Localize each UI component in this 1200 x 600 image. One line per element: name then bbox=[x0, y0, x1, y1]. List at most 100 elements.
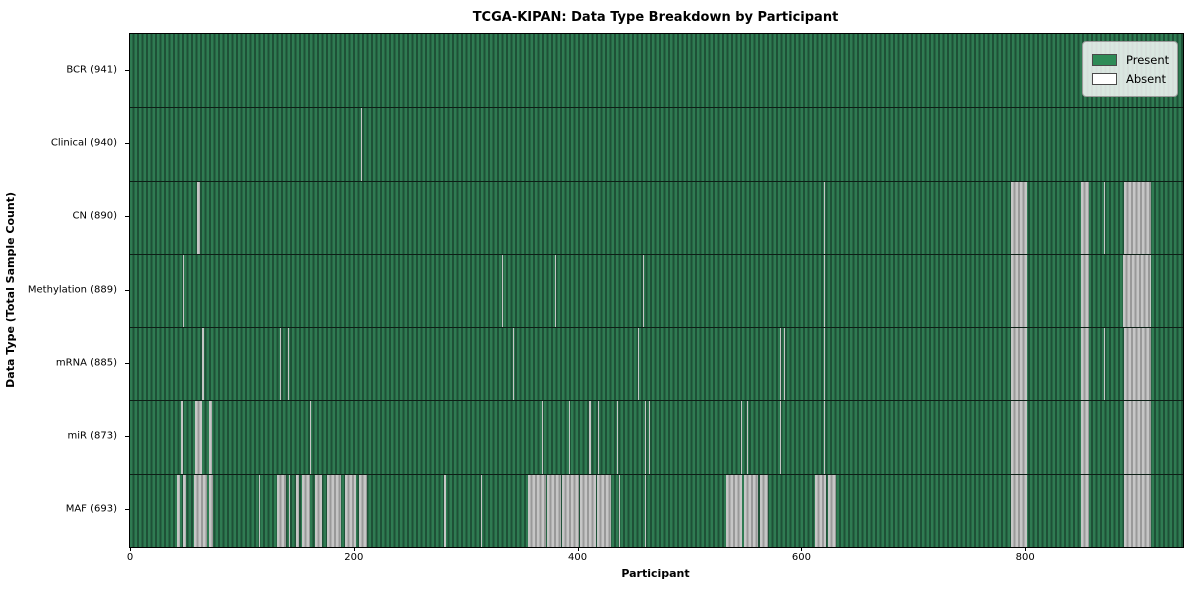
absent-stripe bbox=[295, 474, 299, 547]
absent-stripe bbox=[638, 328, 640, 401]
y-tick-label: MAF (693) bbox=[65, 503, 117, 515]
absent-stripe bbox=[726, 474, 743, 547]
absent-stripe bbox=[1103, 328, 1105, 401]
absent-stripe bbox=[360, 108, 362, 181]
absent-stripe bbox=[326, 474, 342, 547]
absent-stripe bbox=[276, 474, 286, 547]
absent-stripe bbox=[596, 474, 612, 547]
absent-stripe bbox=[619, 474, 621, 547]
absent-stripe bbox=[288, 474, 290, 547]
y-tick-mark bbox=[125, 436, 129, 438]
heatmap-row bbox=[130, 180, 1183, 254]
legend-present-swatch-icon bbox=[1092, 53, 1117, 66]
absent-stripe bbox=[1081, 328, 1089, 401]
heatmap-row bbox=[130, 253, 1183, 328]
absent-stripe bbox=[201, 328, 204, 401]
absent-stripe bbox=[1081, 181, 1089, 254]
absent-stripe bbox=[760, 474, 768, 547]
heatmap-row bbox=[130, 473, 1183, 547]
heatmap-row bbox=[130, 327, 1183, 401]
absent-stripe bbox=[823, 181, 825, 254]
x-tick-label: 0 bbox=[126, 552, 134, 563]
absent-stripe bbox=[783, 328, 785, 401]
absent-stripe bbox=[616, 401, 618, 474]
absent-stripe bbox=[314, 474, 323, 547]
absent-stripe bbox=[287, 328, 289, 401]
absent-stripe bbox=[182, 254, 184, 328]
x-axis-label: Participant bbox=[621, 567, 690, 580]
x-tick-mark bbox=[353, 547, 355, 551]
absent-stripe bbox=[644, 401, 646, 474]
absent-stripe bbox=[1123, 181, 1151, 254]
absent-stripe bbox=[1122, 254, 1151, 328]
x-tick-label: 400 bbox=[568, 552, 588, 563]
absent-stripe bbox=[1010, 181, 1028, 254]
y-tick-mark bbox=[125, 142, 129, 144]
absent-stripe bbox=[597, 401, 599, 474]
absent-stripe bbox=[209, 401, 212, 474]
absent-stripe bbox=[1010, 474, 1028, 547]
absent-stripe bbox=[501, 254, 503, 328]
heatmap-row bbox=[130, 107, 1183, 181]
absent-stripe bbox=[828, 474, 837, 547]
absent-stripe bbox=[359, 474, 368, 547]
y-tick-mark bbox=[125, 69, 129, 71]
absent-stripe bbox=[1123, 474, 1151, 547]
legend-absent-swatch-icon bbox=[1092, 72, 1117, 85]
x-tick-label: 200 bbox=[344, 552, 364, 563]
absent-stripe bbox=[746, 401, 748, 474]
absent-stripe bbox=[1081, 474, 1089, 547]
absent-stripe bbox=[344, 474, 357, 547]
absent-stripe bbox=[177, 474, 181, 547]
absent-stripe bbox=[310, 401, 312, 474]
x-tick-mark bbox=[801, 547, 803, 551]
absent-stripe bbox=[481, 474, 483, 547]
absent-stripe bbox=[1010, 254, 1028, 328]
absent-stripe bbox=[1103, 181, 1105, 254]
legend-absent-label: Absent bbox=[1126, 71, 1167, 86]
absent-stripe bbox=[823, 328, 825, 401]
legend-entry-absent: Absent bbox=[1092, 70, 1168, 87]
heatmap-row bbox=[130, 400, 1183, 474]
absent-stripe bbox=[561, 474, 579, 547]
y-tick-label: Methylation (889) bbox=[27, 284, 117, 295]
absent-stripe bbox=[279, 328, 282, 401]
absent-stripe bbox=[1081, 254, 1089, 328]
absent-stripe bbox=[547, 474, 561, 547]
absent-stripe bbox=[555, 254, 557, 328]
x-tick-label: 800 bbox=[1015, 552, 1035, 563]
absent-stripe bbox=[209, 474, 213, 547]
absent-stripe bbox=[568, 401, 570, 474]
absent-stripe bbox=[193, 474, 208, 547]
absent-stripe bbox=[642, 254, 644, 328]
legend-entry-present: Present bbox=[1092, 51, 1170, 68]
absent-stripe bbox=[740, 401, 743, 474]
absent-stripe bbox=[258, 474, 260, 547]
absent-stripe bbox=[823, 401, 825, 474]
x-tick-mark bbox=[577, 547, 579, 551]
x-tick-mark bbox=[130, 547, 131, 551]
y-tick-label: miR (873) bbox=[67, 430, 117, 442]
y-tick-label: CN (890) bbox=[72, 210, 117, 222]
absent-stripe bbox=[644, 474, 646, 547]
x-tick-mark bbox=[1025, 547, 1027, 551]
absent-stripe bbox=[814, 474, 827, 547]
absent-stripe bbox=[194, 401, 202, 474]
y-tick-label: mRNA (885) bbox=[55, 357, 117, 369]
absent-stripe bbox=[541, 401, 543, 474]
y-tick-mark bbox=[125, 509, 129, 511]
x-tick-label: 600 bbox=[791, 552, 811, 563]
absent-stripe bbox=[780, 328, 782, 401]
plot-area bbox=[129, 33, 1184, 548]
absent-stripe bbox=[1123, 401, 1151, 474]
y-tick-mark bbox=[125, 289, 129, 291]
absent-stripe bbox=[588, 401, 592, 474]
absent-stripe bbox=[823, 254, 825, 328]
absent-stripe bbox=[444, 474, 446, 547]
legend-present-label: Present bbox=[1126, 52, 1170, 67]
absent-stripe bbox=[744, 474, 758, 547]
y-axis-label: Data Type (Total Sample Count) bbox=[4, 191, 17, 388]
y-tick-label: Clinical (940) bbox=[50, 137, 117, 149]
heatmap-row bbox=[130, 34, 1183, 108]
